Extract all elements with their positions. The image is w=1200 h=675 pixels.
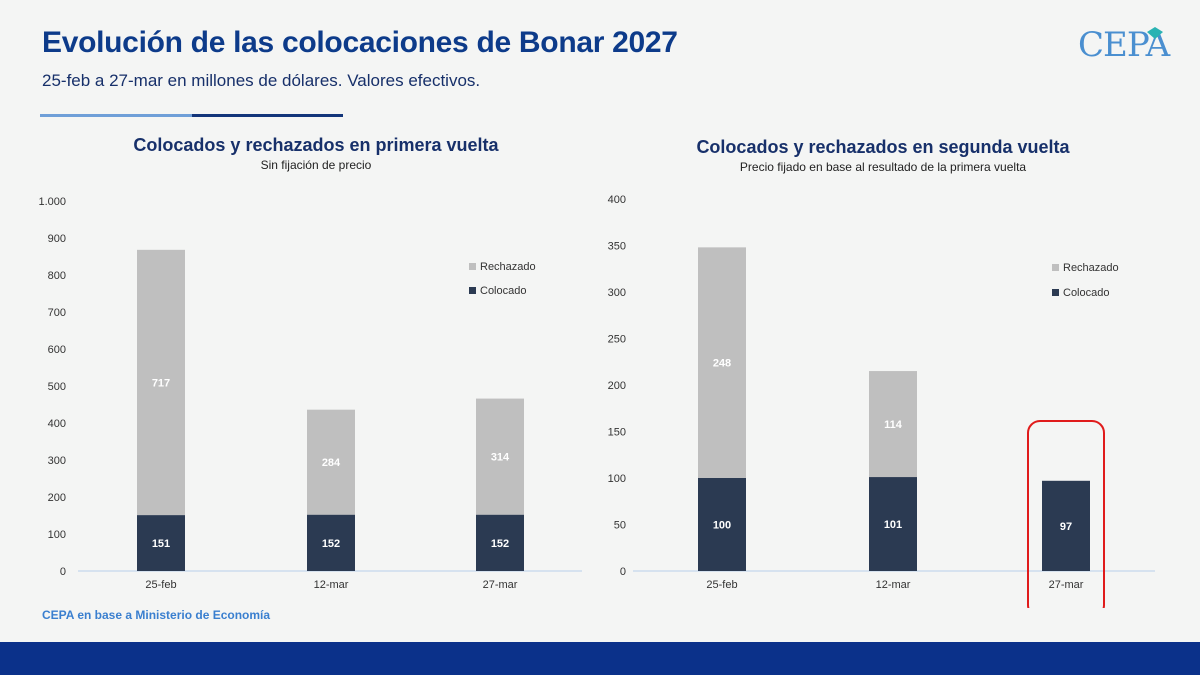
bar-colocado (698, 478, 746, 571)
legend-swatch-rechazado (1052, 264, 1059, 271)
x-tick-label: 12-mar (876, 579, 911, 591)
page-title: Evolución de las colocaciones de Bonar 2… (42, 26, 678, 59)
bar-rechazado (698, 247, 746, 478)
y-tick-label: 0 (620, 566, 626, 578)
y-tick-label: 700 (48, 307, 66, 319)
bar-rechazado (476, 398, 524, 515)
y-tick-label: 200 (48, 492, 66, 504)
y-tick-label: 50 (614, 520, 626, 532)
cepa-logo: CEPA (1078, 25, 1170, 69)
legend-swatch-colocado (469, 287, 476, 294)
bar-colocado (476, 514, 524, 571)
y-tick-label: 400 (48, 418, 66, 430)
y-tick-label: 900 (48, 233, 66, 245)
footer-bar (0, 642, 1200, 675)
y-tick-label: 100 (608, 473, 626, 485)
title-underline-dark (192, 114, 343, 117)
bar-label-rechazado: 248 (713, 358, 731, 370)
bar-rechazado (137, 249, 185, 516)
source-note: CEPA en base a Ministerio de Economía (42, 608, 271, 622)
bar-label-colocado: 101 (884, 519, 902, 531)
bar-label-colocado: 152 (491, 538, 509, 550)
legend-swatch-colocado (1052, 289, 1059, 296)
chart-subtitle: Sin fijación de precio (261, 158, 372, 172)
y-tick-label: 150 (608, 427, 626, 439)
page-subtitle: 25-feb a 27-mar en millones de dólares. … (42, 71, 481, 90)
x-tick-label: 25-feb (706, 579, 737, 591)
y-tick-label: 0 (60, 566, 66, 578)
bar-colocado (869, 477, 917, 571)
legend-label-colocado: Colocado (480, 285, 526, 297)
bar-label-rechazado: 284 (322, 457, 341, 469)
y-tick-label: 400 (608, 194, 626, 206)
bar-label-colocado: 100 (713, 520, 731, 532)
y-tick-label: 200 (608, 380, 626, 392)
charts-area: Colocados y rechazados en primera vuelta… (38, 135, 1155, 608)
y-tick-label: 1.000 (38, 196, 66, 208)
legend-swatch-rechazado (469, 263, 476, 270)
legend-label-rechazado: Rechazado (1063, 262, 1119, 274)
bar-colocado (1042, 480, 1090, 571)
bar-label-rechazado: 314 (491, 452, 510, 464)
bar-colocado (137, 515, 185, 571)
legend-label-rechazado: Rechazado (480, 261, 536, 273)
y-tick-label: 250 (608, 334, 626, 346)
x-tick-label: 25-feb (145, 579, 176, 591)
bar-rechazado (869, 371, 917, 478)
y-tick-label: 350 (608, 241, 626, 253)
title-underline-light (40, 114, 192, 117)
chart-title: Colocados y rechazados en primera vuelta (133, 135, 499, 155)
logo-diamond-icon (1147, 27, 1163, 39)
bar-label-rechazado: 114 (884, 419, 903, 431)
chart-title: Colocados y rechazados en segunda vuelta (696, 137, 1070, 157)
y-tick-label: 100 (48, 529, 66, 541)
legend-label-colocado: Colocado (1063, 287, 1109, 299)
bar-label-rechazado: 717 (152, 377, 170, 389)
bar-label-colocado: 97 (1060, 521, 1072, 533)
y-tick-label: 800 (48, 270, 66, 282)
x-tick-label: 27-mar (483, 579, 518, 591)
chart-subtitle: Precio fijado en base al resultado de la… (740, 160, 1026, 174)
y-tick-label: 600 (48, 344, 66, 356)
x-tick-label: 12-mar (314, 579, 349, 591)
y-tick-label: 500 (48, 381, 66, 393)
bar-rechazado (307, 409, 355, 515)
bar-label-colocado: 151 (152, 538, 170, 550)
highlight-box (1027, 420, 1105, 608)
x-tick-label: 27-mar (1049, 579, 1084, 591)
y-tick-label: 300 (608, 287, 626, 299)
bar-colocado (307, 514, 355, 571)
y-tick-label: 300 (48, 455, 66, 467)
bar-label-colocado: 152 (322, 538, 340, 550)
